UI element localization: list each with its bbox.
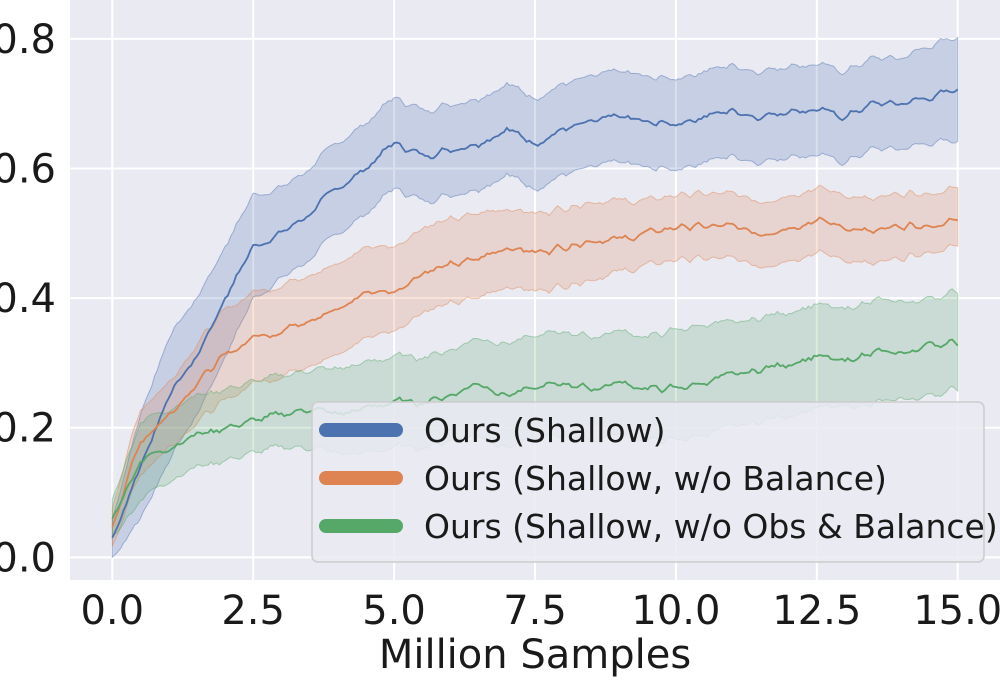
- band-shallow: [111, 36, 959, 559]
- band-no-balance: [111, 184, 959, 547]
- legend-label: Ours (Shallow, w/o Obs & Balance): [424, 507, 998, 546]
- series-lines: [111, 88, 959, 539]
- x-tick-label: 7.5: [503, 588, 567, 634]
- y-axis-ticks: 0.0 0.2 0.4 0.6 0.8: [0, 17, 56, 581]
- x-axis-title: Million Samples: [379, 632, 691, 678]
- y-tick-label: 0.8: [0, 17, 56, 63]
- x-axis-ticks: 0.0 2.5 5.0 7.5 10.0 12.5 15.0: [80, 588, 1000, 634]
- line-no-obs-balance: [111, 338, 959, 519]
- x-tick-label: 5.0: [362, 588, 426, 634]
- legend: Ours (Shallow) Ours (Shallow, w/o Balance…: [311, 401, 998, 563]
- line-no-balance: [111, 216, 958, 528]
- y-tick-label: 0.2: [0, 406, 56, 452]
- y-tick-label: 0.0: [0, 535, 56, 581]
- legend-box: [311, 401, 985, 563]
- x-tick-label: 0.0: [80, 588, 144, 634]
- x-tick-label: 12.5: [772, 588, 861, 634]
- legend-label: Ours (Shallow): [424, 411, 666, 450]
- x-tick-label: 10.0: [631, 588, 720, 634]
- x-tick-label: 15.0: [913, 588, 1000, 634]
- line-shallow: [111, 88, 959, 539]
- x-tick-label: 2.5: [221, 588, 285, 634]
- y-tick-label: 0.4: [0, 276, 56, 322]
- legend-label: Ours (Shallow, w/o Balance): [424, 459, 887, 498]
- y-tick-label: 0.6: [0, 146, 56, 192]
